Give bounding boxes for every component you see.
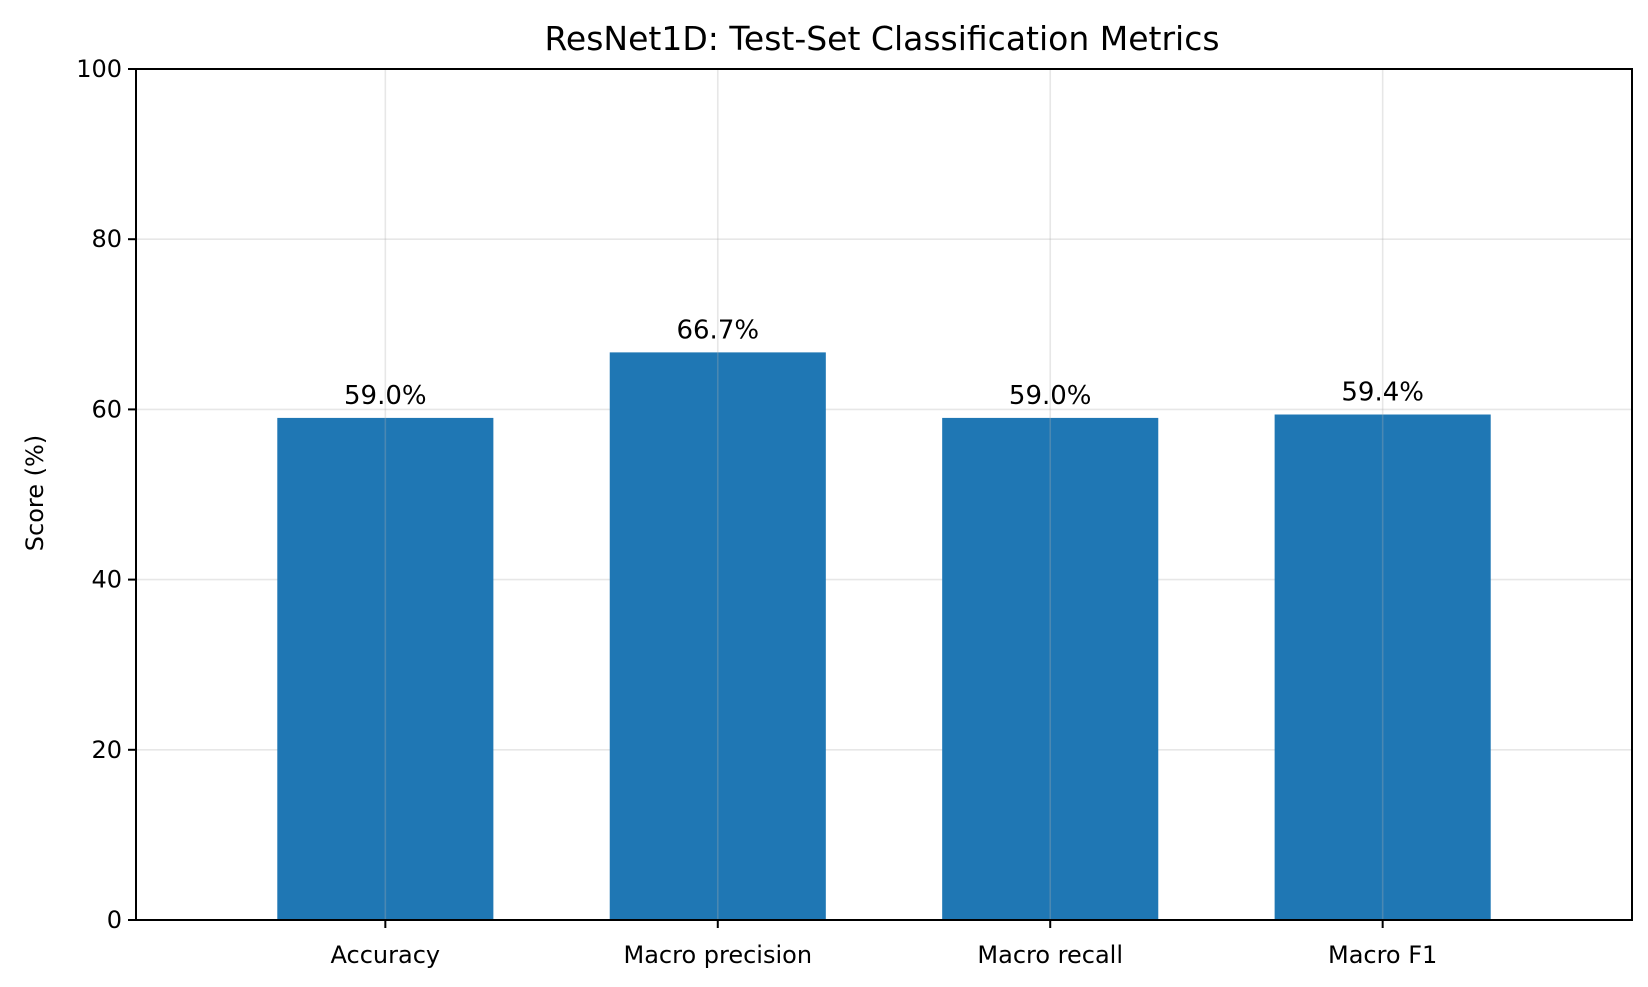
y-tick-label: 0 [107,906,122,934]
x-tick-label: Macro recall [977,941,1123,969]
y-tick-label: 60 [91,395,122,423]
vertical-grid-lines [384,69,1384,920]
bar [609,352,826,920]
chart-title: ResNet1D: Test-Set Classification Metric… [544,19,1219,58]
y-tick-label: 80 [91,225,122,253]
bar [942,417,1159,920]
bar-value-label: 66.7% [676,315,759,345]
y-axis-ticks: 0 20 40 60 80 100 [76,55,136,934]
y-axis-label: Score (%) [21,435,49,551]
x-tick-label: Macro F1 [1328,941,1437,969]
bar [1274,414,1491,920]
bar-value-labels: 59.0% 66.7% 59.0% 59.4% [344,315,1424,411]
x-axis-ticks: Accuracy Macro precision Macro recall Macro… [331,920,1437,969]
bars [277,352,1491,920]
x-tick-label: Accuracy [331,941,441,969]
bar [277,417,494,920]
bar-value-label: 59.4% [1341,378,1424,408]
x-tick-label: Macro precision [624,941,813,969]
y-tick-label: 20 [91,736,122,764]
bar-value-label: 59.0% [344,381,427,411]
y-tick-label: 40 [91,566,122,594]
plot-frame [135,68,1633,921]
bar-value-label: 59.0% [1009,381,1092,411]
y-tick-label: 100 [76,55,122,83]
